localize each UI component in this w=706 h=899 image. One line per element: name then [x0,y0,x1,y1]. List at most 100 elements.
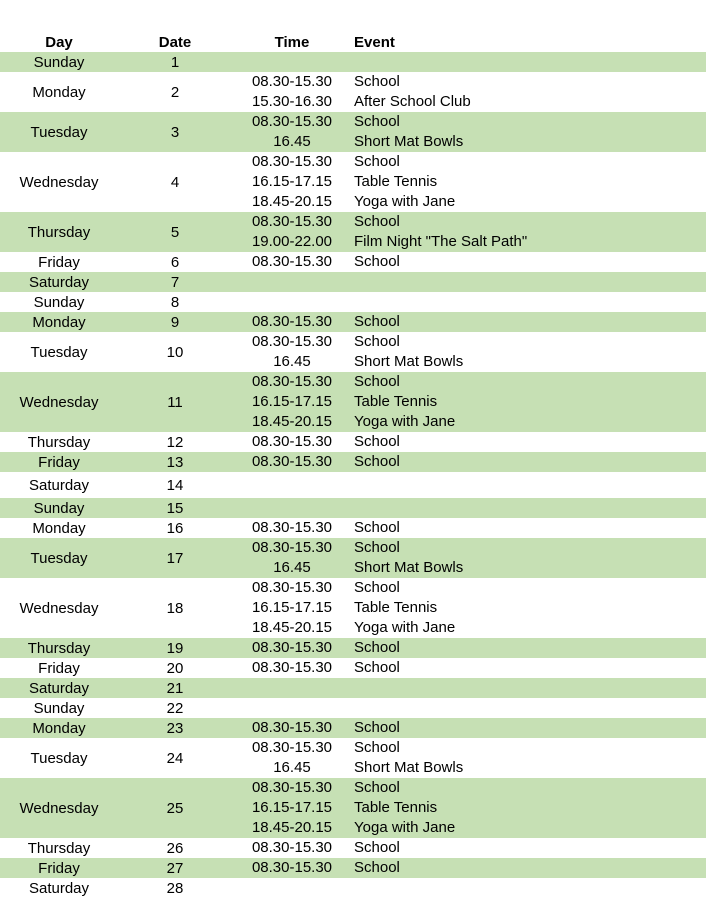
table-row: Tuesday 24 08.30-15.30 16.45 School Short Mat… [0,738,706,778]
time-entry: 08.30-15.30 [251,719,333,736]
event-entry: Table Tennis [354,393,438,410]
time-entry: 08.30-15.30 [251,73,333,90]
event-entry: Short Mat Bowls [354,353,464,370]
time-cell: 08.30-15.30 19.00-22.00 [232,212,352,252]
day-cell: Saturday [28,476,90,494]
date-cell: 26 [166,839,184,857]
event-cell: School Table Tennis Yoga with Jane [354,778,455,838]
event-entry: Yoga with Jane [354,819,456,836]
table-row: Wednesday 25 08.30-15.30 16.15-17.15 18.45-2… [0,778,706,838]
day-cell: Wednesday [19,173,99,191]
date-cell: 11 [167,393,183,411]
event-cell: School Short Mat Bowls [354,332,463,372]
date-cell: 2 [170,83,180,101]
day-cell: Thursday [27,639,91,657]
date-cell: 1 [170,53,180,71]
day-cell: Wednesday [19,799,99,817]
day-cell: Tuesday [30,123,88,141]
day-cell: Tuesday [30,549,88,567]
time-entry: 08.30-15.30 [251,213,333,230]
date-cell: 12 [166,433,184,451]
time-entry: 08.30-15.30 [251,639,333,656]
day-cell: Friday [38,859,80,877]
table-row: Friday 6 08.30-15.30 School [0,252,706,272]
table-row: Friday 27 08.30-15.30 School [0,858,706,878]
time-entry: 18.45-20.15 [251,193,333,210]
event-entry: School [354,639,400,656]
event-entry: Film Night "The Salt Path" [354,233,528,250]
table-row: Wednesday 4 08.30-15.30 16.15-17.15 18.45-20… [0,152,706,212]
day-cell: Tuesday [30,749,88,767]
time-entry: 16.15-17.15 [251,173,333,190]
table-row: Monday 23 08.30-15.30 School [0,718,706,738]
event-cell: School [354,718,400,738]
day-cell: Monday [32,719,86,737]
time-cell: 08.30-15.30 16.15-17.15 18.45-20.15 [232,778,352,838]
header-time: Time [274,34,310,51]
time-cell: 08.30-15.30 15.30-16.30 [232,72,352,112]
time-entry: 16.15-17.15 [251,393,333,410]
time-cell: 08.30-15.30 [232,252,352,272]
day-cell: Thursday [27,839,91,857]
date-cell: 4 [170,173,180,191]
table-row: Tuesday 17 08.30-15.30 16.45 School Short Mat… [0,538,706,578]
time-entry: 08.30-15.30 [251,253,333,270]
day-cell: Sunday [33,53,85,71]
event-entry: School [354,579,400,596]
table-row: Saturday 14 [0,472,706,498]
time-entry: 16.45 [273,133,311,150]
day-cell: Sunday [33,499,85,517]
day-cell: Saturday [28,273,90,291]
date-cell: 18 [166,599,184,617]
table-row: Thursday 5 08.30-15.30 19.00-22.00 School Fil… [0,212,706,252]
table-row: Monday 16 08.30-15.30 School [0,518,706,538]
day-cell: Saturday [28,879,90,897]
date-cell: 15 [166,499,184,517]
day-cell: Thursday [27,223,91,241]
time-entry: 16.15-17.15 [251,599,333,616]
table-row: Thursday 19 08.30-15.30 School [0,638,706,658]
day-cell: Friday [38,659,80,677]
date-cell: 16 [166,519,184,537]
table-row: Sunday 22 [0,698,706,718]
time-entry: 08.30-15.30 [251,519,333,536]
time-entry: 08.30-15.30 [251,859,333,876]
date-cell: 5 [170,223,180,241]
day-cell: Monday [32,83,86,101]
time-cell: 08.30-15.30 [232,518,352,538]
time-entry: 18.45-20.15 [251,819,333,836]
day-cell: Sunday [33,699,85,717]
time-entry: 16.45 [273,353,311,370]
event-entry: School [354,453,400,470]
table-row: Sunday 8 [0,292,706,312]
time-entry: 08.30-15.30 [251,839,333,856]
time-entry: 08.30-15.30 [251,579,333,596]
event-entry: School [354,433,400,450]
time-cell: 08.30-15.30 16.15-17.15 18.45-20.15 [232,578,352,638]
table-row: Friday 13 08.30-15.30 School [0,452,706,472]
time-cell: 08.30-15.30 16.45 [232,112,352,152]
event-entry: School [354,373,400,390]
event-entry: School [354,153,400,170]
event-entry: School [354,113,400,130]
time-entry: 08.30-15.30 [251,113,333,130]
event-cell: School [354,858,400,878]
time-cell: 08.30-15.30 [232,658,352,678]
date-cell: 13 [166,453,184,471]
header-day: Day [45,34,73,51]
time-cell: 08.30-15.30 [232,312,352,332]
event-cell: School Short Mat Bowls [354,738,463,778]
time-entry: 08.30-15.30 [251,659,333,676]
table-row: Thursday 26 08.30-15.30 School [0,838,706,858]
header-event: Event [354,34,395,51]
table-row: Tuesday 3 08.30-15.30 16.45 School Short Mat … [0,112,706,152]
time-entry: 08.30-15.30 [251,373,333,390]
table-row: Saturday 28 [0,878,706,898]
table-row: Wednesday 18 08.30-15.30 16.15-17.15 18.45-2… [0,578,706,638]
date-cell: 24 [166,749,184,767]
event-entry: Yoga with Jane [354,413,456,430]
event-cell: School [354,518,400,538]
event-entry: School [354,779,400,796]
time-entry: 18.45-20.15 [251,413,333,430]
event-cell: School Film Night "The Salt Path" [354,212,527,252]
